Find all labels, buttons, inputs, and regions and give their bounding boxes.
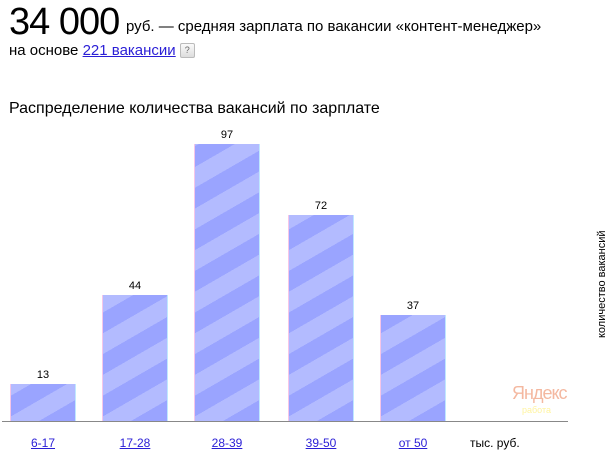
basis-line: на основе 221 вакансии? xyxy=(9,42,195,59)
x-tick-link[interactable]: 28-39 xyxy=(211,436,243,450)
bar-39-50 xyxy=(288,215,354,421)
x-tick-link[interactable]: 17-28 xyxy=(119,436,151,450)
x-tick-link[interactable]: от 50 xyxy=(398,436,428,450)
yandex-logo: Яндекс xyxy=(512,383,568,403)
data-label: 37 xyxy=(406,300,420,313)
x-tick-link[interactable]: 6-17 xyxy=(30,436,56,450)
x-axis-label: тыс. руб. xyxy=(470,436,520,450)
bar-28-39 xyxy=(194,144,260,421)
data-label: 72 xyxy=(314,200,328,213)
chart-title: Распределение количества вакансий по зар… xyxy=(9,100,380,117)
x-axis-line xyxy=(2,421,568,422)
x-tick-link[interactable]: 39-50 xyxy=(305,436,337,450)
data-label: 97 xyxy=(220,129,234,141)
yandex-logo-sub: работа xyxy=(522,405,551,415)
average-salary: 34 000 xyxy=(9,1,120,43)
bar-6-17 xyxy=(10,383,76,421)
y-axis-label: количество вакансий xyxy=(596,230,608,338)
vacancies-link[interactable]: 221 вакансии xyxy=(82,42,176,59)
help-icon[interactable]: ? xyxy=(179,43,195,58)
bar-17-28 xyxy=(102,295,168,421)
basis-prefix: на основе xyxy=(9,42,79,59)
data-label: 13 xyxy=(36,368,50,381)
data-label: 44 xyxy=(128,280,142,293)
salary-description: руб. — средняя зарплата по вакансии «кон… xyxy=(126,18,542,35)
bar-от 50 xyxy=(380,315,446,421)
